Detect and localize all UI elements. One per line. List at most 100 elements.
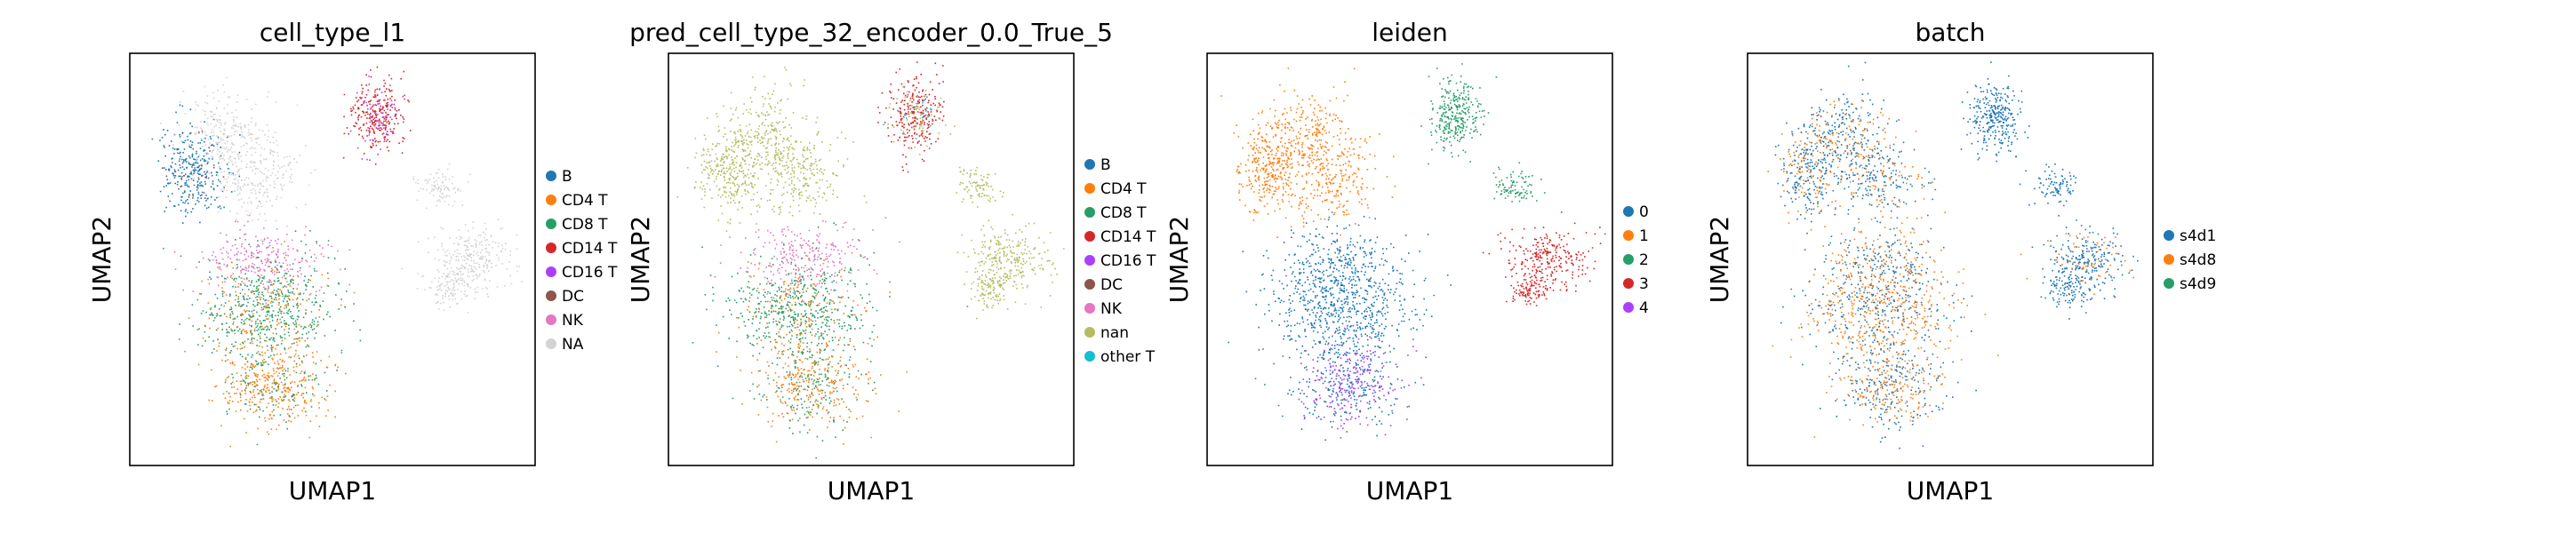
panel-title: leiden bbox=[1372, 18, 1448, 47]
points-s4d8 bbox=[1772, 231, 1999, 401]
x-axis-label: UMAP1 bbox=[289, 476, 377, 505]
legend: s4d1 s4d8 s4d9 bbox=[2164, 227, 2216, 293]
points-4 bbox=[1254, 327, 1422, 439]
legend-marker bbox=[546, 219, 556, 229]
points-nan bbox=[970, 264, 1024, 320]
panel-title: batch bbox=[1915, 18, 1985, 47]
points-nan bbox=[956, 213, 1065, 308]
scatter-points bbox=[676, 61, 1065, 459]
points-s4d1 bbox=[1960, 61, 2030, 163]
legend: B CD4 T CD8 T CD14 T CD16 T DC NK nan other T bbox=[1084, 156, 1156, 366]
points-cd4-t bbox=[717, 243, 908, 373]
legend-label: nan bbox=[1100, 324, 1129, 342]
legend-marker bbox=[546, 290, 556, 301]
points-nk bbox=[714, 217, 900, 311]
legend-label: 3 bbox=[1639, 275, 1649, 293]
legend-label: s4d9 bbox=[2180, 275, 2216, 293]
legend-marker bbox=[1084, 231, 1095, 242]
legend-label: 2 bbox=[1639, 251, 1649, 269]
y-axis-label: UMAP2 bbox=[1164, 216, 1194, 304]
legend-marker bbox=[1084, 303, 1095, 314]
legend-label: 1 bbox=[1639, 227, 1649, 245]
y-axis-label: UMAP2 bbox=[1705, 216, 1734, 304]
legend-label: s4d8 bbox=[2180, 251, 2216, 269]
scatter-points bbox=[1767, 61, 2139, 449]
points-s4d8 bbox=[1835, 118, 1933, 225]
legend-marker bbox=[546, 314, 556, 325]
legend-marker bbox=[1084, 279, 1095, 290]
y-axis-label: UMAP2 bbox=[87, 216, 116, 304]
legend-marker bbox=[1084, 255, 1095, 266]
legend-marker bbox=[1084, 207, 1095, 218]
panel-batch: batch UMAP1 UMAP2 s4d1 s4d8 s4d9 bbox=[1705, 18, 2216, 505]
points-nan bbox=[956, 166, 1004, 208]
scatter-points bbox=[1220, 63, 1606, 442]
legend-marker bbox=[546, 171, 556, 181]
legend-marker bbox=[1084, 159, 1095, 170]
legend: 0 1 2 3 4 bbox=[1623, 203, 1649, 317]
legend-label: NK bbox=[562, 312, 584, 330]
legend: B CD4 T CD8 T CD14 T CD16 T DC NK NA bbox=[546, 168, 618, 354]
panel-title: cell_type_l1 bbox=[260, 18, 405, 47]
legend-label: DC bbox=[562, 288, 584, 306]
plot-frame bbox=[1747, 52, 2154, 466]
points-cd4-t bbox=[716, 310, 900, 445]
legend-marker bbox=[1623, 230, 1634, 241]
y-axis-label: UMAP2 bbox=[626, 216, 655, 304]
legend-label: CD8 T bbox=[1100, 204, 1147, 222]
legend-marker bbox=[1623, 302, 1634, 313]
points-s4d1 bbox=[2019, 163, 2077, 221]
legend-label: CD16 T bbox=[1100, 252, 1156, 270]
legend-marker bbox=[2164, 254, 2174, 265]
legend-label: other T bbox=[1100, 348, 1156, 366]
legend-label: CD16 T bbox=[562, 264, 618, 282]
legend-marker bbox=[546, 243, 556, 253]
points-1 bbox=[1278, 128, 1396, 236]
points-cd14-t bbox=[877, 61, 945, 173]
points-cd14-t bbox=[342, 66, 412, 165]
points-s4d1 bbox=[1804, 209, 1935, 301]
legend-label: 4 bbox=[1639, 299, 1649, 317]
points-s4d8 bbox=[1800, 99, 1894, 186]
legend-marker bbox=[1084, 183, 1095, 194]
points-s4d1 bbox=[2040, 265, 2092, 320]
points-s4d1 bbox=[1820, 311, 1977, 449]
plot-frame bbox=[1206, 52, 1613, 466]
scatter-points bbox=[151, 66, 523, 448]
points-s4d1 bbox=[1791, 61, 1900, 219]
points-nan bbox=[749, 109, 868, 224]
legend-marker bbox=[1084, 351, 1095, 362]
legend-label: 0 bbox=[1639, 203, 1649, 221]
legend-label: s4d1 bbox=[2180, 227, 2216, 245]
panel-leiden: leiden UMAP1 UMAP2 0 1 2 3 4 bbox=[1164, 18, 1649, 505]
x-axis-label: UMAP1 bbox=[1366, 476, 1454, 505]
x-axis-label: UMAP1 bbox=[828, 476, 916, 505]
points-0 bbox=[1242, 211, 1429, 306]
points-2 bbox=[1420, 63, 1498, 165]
points-s4d8 bbox=[1767, 123, 1848, 231]
legend-marker bbox=[1623, 254, 1634, 265]
legend-marker bbox=[1623, 206, 1634, 217]
panel-pred-cell-type: pred_cell_type_32_encoder_0.0_True_5 UMA… bbox=[626, 18, 1156, 505]
points-na bbox=[208, 131, 316, 241]
points-s4d8 bbox=[1813, 322, 1963, 438]
points-s4d8 bbox=[1822, 211, 1964, 304]
legend-label: B bbox=[562, 168, 572, 186]
points-na bbox=[416, 261, 479, 314]
legend-label: CD4 T bbox=[562, 192, 608, 210]
points-nan bbox=[676, 107, 772, 232]
legend-marker bbox=[2164, 278, 2174, 289]
legend-label: NA bbox=[562, 336, 584, 354]
points-na bbox=[160, 76, 299, 195]
points-2 bbox=[1492, 162, 1546, 203]
plot-frame bbox=[668, 52, 1075, 466]
points-nan bbox=[705, 67, 819, 211]
legend-marker bbox=[546, 195, 556, 205]
points-0 bbox=[1264, 316, 1427, 442]
panel-cell-type-l1: cell_type_l1 UMAP1 UMAP2 B CD4 T CD8 T CD14… bbox=[87, 18, 618, 505]
legend-label: CD14 T bbox=[1100, 228, 1156, 246]
points-s4d1 bbox=[1774, 114, 1854, 235]
points-0 bbox=[1228, 235, 1452, 384]
legend-label: CD8 T bbox=[562, 216, 608, 234]
